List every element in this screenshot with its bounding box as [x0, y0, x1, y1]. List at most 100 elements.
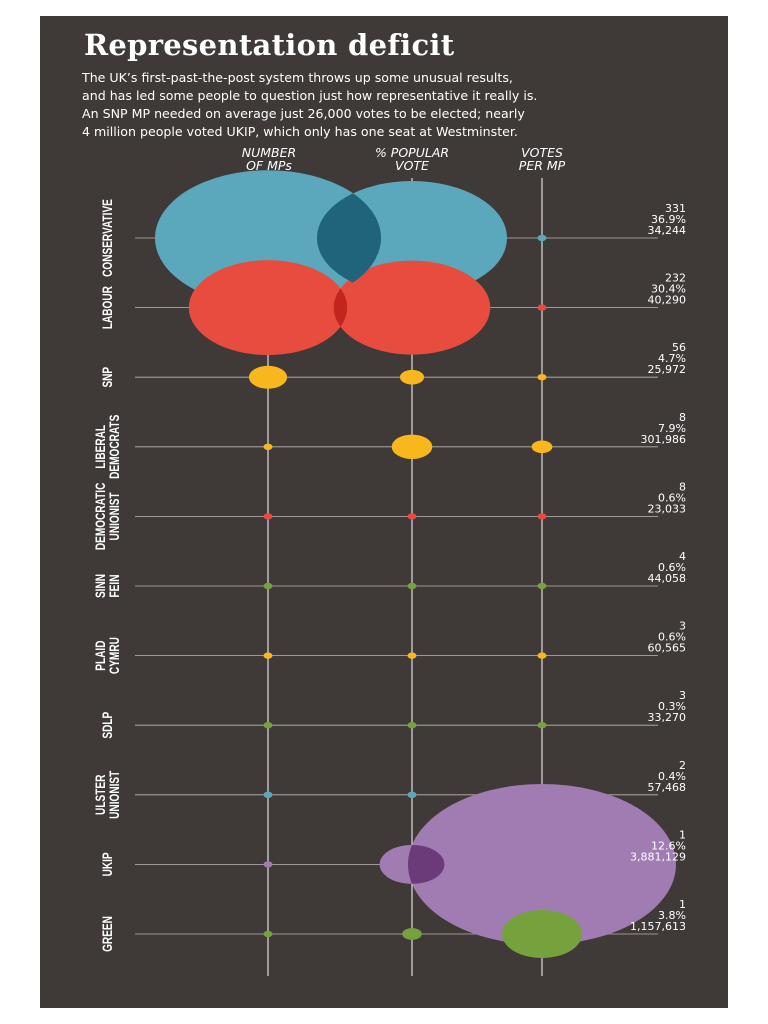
column-header-line: VOTES — [521, 145, 563, 160]
bubble — [263, 443, 273, 450]
bubble — [333, 260, 491, 355]
bubble — [263, 582, 273, 590]
party-label-line: ULSTER — [92, 774, 108, 814]
bubble — [502, 910, 582, 958]
bubble — [407, 791, 417, 798]
value-label: 0.4% — [658, 770, 686, 783]
bubble — [537, 722, 547, 729]
party-label-line: LIBERAL — [92, 425, 108, 469]
bubble — [263, 791, 273, 798]
party-label-line: UNIONIST — [106, 770, 122, 819]
party-label: SNP — [99, 367, 115, 388]
bubble — [402, 928, 422, 940]
bubble — [531, 440, 553, 454]
subtitle-line: The UK’s first-past-the-post system thro… — [82, 70, 513, 85]
bubble — [537, 582, 547, 590]
value-label: 44,058 — [648, 572, 687, 585]
value-label: 3.8% — [658, 909, 686, 922]
value-label: 40,290 — [648, 294, 687, 307]
column-header-line: OF MPs — [246, 158, 292, 173]
value-label: 232 — [665, 272, 686, 285]
value-label: 4 — [679, 550, 686, 563]
chart-title: Representation deficit — [84, 28, 455, 62]
subtitle-line: An SNP MP needed on average just 26,000 … — [82, 106, 525, 121]
value-label: 3 — [679, 689, 686, 702]
party-label-line: GREEN — [99, 916, 115, 952]
bubble-overlap — [317, 181, 381, 295]
bubble — [263, 513, 273, 520]
party-label-line: CYMRU — [106, 637, 122, 674]
value-label: 25,972 — [648, 363, 687, 376]
column-header-line: % POPULAR — [374, 145, 450, 160]
value-label: 301,986 — [641, 433, 687, 446]
bubble — [263, 930, 273, 938]
party-label: PLAIDCYMRU — [92, 637, 122, 674]
column-header-line: VOTE — [395, 158, 429, 173]
labels: 33136.9%34,244CONSERVATIVE23230.4%40,290… — [92, 199, 686, 952]
bubble — [407, 722, 417, 729]
column-header-vpm: VOTES PER MP — [477, 146, 607, 172]
value-label: 0.3% — [658, 700, 686, 713]
party-label-line: LABOUR — [99, 286, 115, 329]
value-label: 57,468 — [648, 781, 687, 794]
column-header-line: NUMBER — [241, 145, 297, 160]
value-label: 1 — [679, 828, 686, 841]
bubble — [263, 652, 273, 659]
bubble — [537, 652, 547, 659]
bubble — [188, 260, 348, 356]
column-header-line: PER MP — [518, 158, 566, 173]
party-label: SINNFEIN — [92, 574, 122, 598]
bubble — [537, 374, 547, 381]
bubble — [263, 722, 273, 729]
party-label: LIBERALDEMOCRATS — [92, 415, 122, 479]
party-label-line: FEIN — [106, 575, 122, 598]
party-label: DEMOCRATICUNIONIST — [92, 482, 122, 550]
bubble — [399, 369, 425, 385]
value-label: 12.6% — [651, 839, 686, 852]
bubble — [537, 513, 547, 520]
value-label: 36.9% — [651, 213, 686, 226]
column-header-vote: % POPULAR VOTE — [347, 146, 477, 172]
subtitle-line: 4 million people voted UKIP, which only … — [82, 124, 518, 139]
bubbles — [155, 170, 676, 958]
value-label: 23,033 — [648, 502, 687, 515]
value-label: 8 — [679, 480, 686, 493]
party-label-line: SNP — [99, 367, 115, 388]
subtitle-line: and has led some people to question just… — [82, 88, 538, 103]
bubble — [408, 784, 676, 945]
party-label: CONSERVATIVE — [99, 199, 115, 277]
value-label: 0.6% — [658, 561, 686, 574]
value-label: 0.6% — [658, 631, 686, 644]
party-label-line: SINN — [92, 574, 108, 598]
value-label: 56 — [672, 341, 686, 354]
value-label: 0.6% — [658, 491, 686, 504]
value-label: 3 — [679, 620, 686, 633]
party-label: SDLP — [99, 712, 115, 739]
value-label: 3,881,129 — [630, 850, 686, 863]
value-label: 30.4% — [651, 283, 686, 296]
party-label: LABOUR — [99, 286, 115, 329]
bubble — [407, 652, 417, 659]
bubble — [407, 582, 417, 590]
bubble — [537, 304, 547, 311]
bubble — [248, 365, 288, 389]
value-label: 2 — [679, 759, 686, 772]
party-label: ULSTERUNIONIST — [92, 770, 122, 819]
value-label: 1,157,613 — [630, 920, 686, 933]
bubble — [263, 861, 273, 868]
value-label: 331 — [665, 202, 686, 215]
party-label-line: UKIP — [99, 852, 115, 876]
bubble — [391, 434, 433, 459]
party-label-line: CONSERVATIVE — [99, 199, 115, 277]
value-label: 33,270 — [648, 711, 687, 724]
value-label: 4.7% — [658, 352, 686, 365]
value-label: 1 — [679, 898, 686, 911]
value-label: 60,565 — [648, 642, 687, 655]
party-label-line: SDLP — [99, 712, 115, 739]
bubble — [407, 513, 417, 520]
column-header-mps: NUMBER OF MPs — [204, 146, 334, 172]
value-label: 7.9% — [658, 422, 686, 435]
party-label-line: DEMOCRATS — [106, 415, 122, 479]
value-label: 8 — [679, 411, 686, 424]
